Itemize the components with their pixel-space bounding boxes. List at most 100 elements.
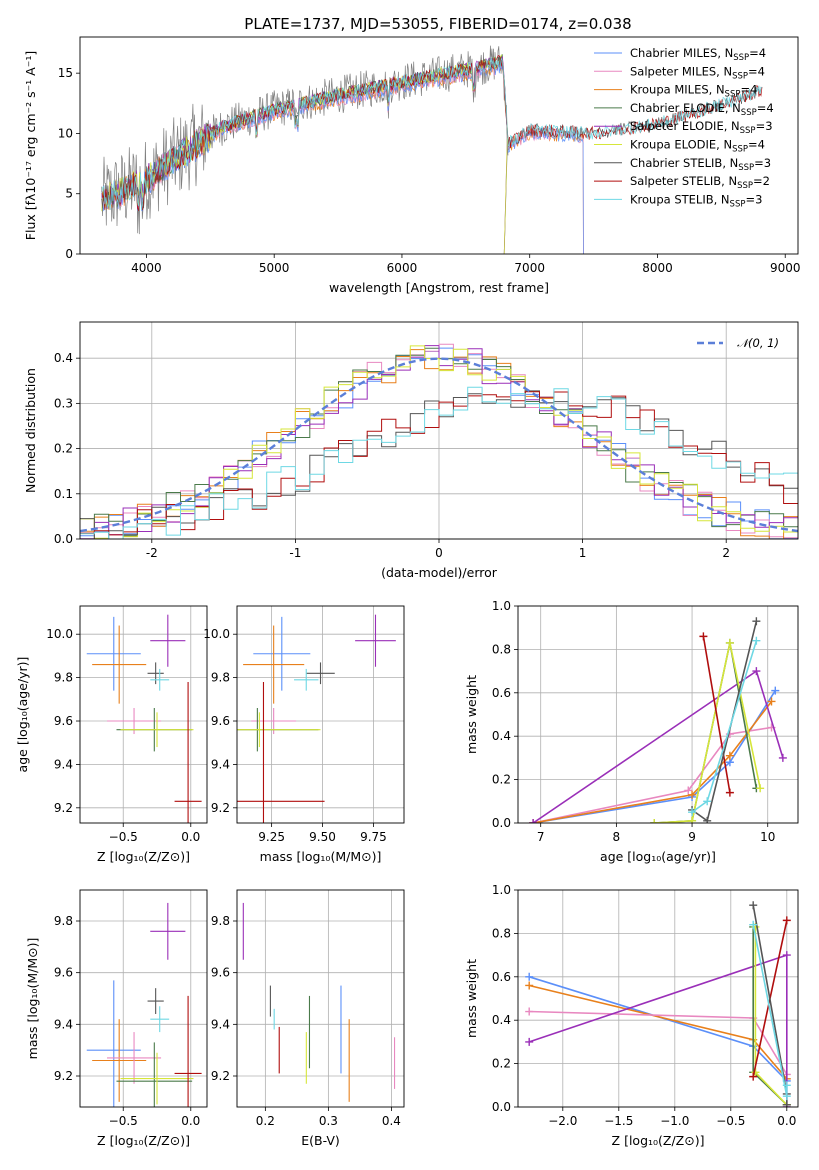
legend-entry: Chabrier STELIB, NSSP=3: [630, 156, 771, 173]
weight-marker: [752, 667, 761, 676]
legend-entry: Kroupa ELODIE, NSSP=4: [630, 138, 765, 155]
y-tick-label: 0.4: [492, 1013, 511, 1027]
y-tick-label: 9.8: [211, 671, 230, 685]
y-axis-label: Flux [fλ10⁻¹⁷ erg cm⁻² s⁻¹ A⁻¹]: [23, 51, 38, 240]
weight-line-group: [525, 901, 791, 1107]
x-tick-label: 6000: [387, 261, 418, 275]
y-tick-label: 0.6: [492, 686, 511, 700]
weight-marker: [725, 788, 734, 797]
histogram-step: [80, 345, 798, 539]
legend-entry-tail: =3: [754, 156, 771, 170]
x-tick-label: −2.0: [548, 1114, 577, 1128]
weight-marker: [749, 920, 758, 929]
weight-marker: [684, 786, 693, 795]
legend-entry: Salpeter MILES, NSSP=4: [630, 64, 765, 81]
x-tick-label: -2: [146, 546, 158, 560]
y-tick-label: 0.4: [492, 729, 511, 743]
y-tick-label: 0.4: [54, 351, 73, 365]
legend-entry-tail: =3: [745, 192, 762, 206]
figure-title: PLATE=1737, MJD=53055, FIBERID=0174, z=0…: [244, 15, 631, 33]
weight-marker: [699, 632, 708, 641]
weight-line: [702, 636, 731, 793]
y-tick-label: 1.0: [492, 599, 511, 613]
legend-entry-label: Chabrier STELIB, N: [630, 156, 738, 170]
errorbar-group: [86, 902, 202, 1107]
axes-frame: [236, 889, 405, 1108]
y-tick-label: 0.0: [54, 532, 73, 546]
x-axis-label: (data-model)/error: [381, 565, 498, 580]
histogram-step: [80, 386, 798, 539]
x-tick-label: -1: [289, 546, 301, 560]
legend-entry-label: Kroupa ELODIE, N: [630, 138, 732, 152]
x-tick-label: −0.5: [109, 1114, 138, 1128]
weight-line: [654, 642, 761, 823]
model-spectrum-line: [101, 57, 763, 211]
weight-line: [752, 924, 788, 1097]
weight-marker: [725, 751, 734, 760]
weight-line: [532, 690, 776, 823]
y-tick-label: 9.2: [211, 801, 230, 815]
weight-marker: [725, 638, 734, 647]
x-tick-label: 9.25: [258, 830, 285, 844]
legend-entry-tail: =3: [756, 119, 773, 133]
y-tick-label: 9.4: [54, 1017, 73, 1031]
x-axis-label: mass [log₁₀(M/M⊙)]: [260, 849, 382, 864]
weight-vs-age-panel: 7 8 9 10 0.0 0.2 0.4 0.6 0.8 1.0 age [log₁₀(age/yr…: [464, 599, 799, 864]
weight-marker: [771, 686, 780, 695]
weight-marker: [529, 819, 538, 823]
x-tick-label: 7: [537, 830, 545, 844]
x-tick-label: 9.50: [309, 830, 336, 844]
axes-frame: [79, 36, 799, 255]
y-tick-label: 0.8: [492, 926, 511, 940]
weight-marker: [703, 797, 712, 806]
axes-frame: [236, 605, 405, 824]
x-tick-label: 5000: [259, 261, 290, 275]
x-axis-label: Z [log₁₀(Z/Z⊙)]: [612, 1133, 705, 1148]
legend-entry-label: Chabrier ELODIE, N: [630, 101, 741, 115]
x-tick-label: −0.5: [109, 830, 138, 844]
y-tick-label: 0.6: [492, 970, 511, 984]
legend-entry-label: Salpeter STELIB, N: [630, 174, 737, 188]
y-tick-label: 0.2: [492, 773, 511, 787]
weight-line: [529, 1010, 788, 1075]
x-tick-label: 9: [688, 830, 696, 844]
x-tick-label: −1.5: [604, 1114, 633, 1128]
y-axis-label: age [log₁₀(age/yr)]: [15, 657, 30, 773]
x-tick-label: −0.5: [716, 1114, 745, 1128]
weight-marker: [525, 972, 534, 981]
y-tick-label: 9.8: [54, 671, 73, 685]
weight-marker: [525, 1007, 534, 1016]
legend-entry: Kroupa STELIB, NSSP=3: [630, 192, 762, 209]
x-tick-label: 0.0: [777, 1114, 796, 1128]
legend-entry-sub: SSP: [740, 126, 756, 136]
weight-marker: [749, 901, 758, 910]
weight-marker: [782, 1100, 791, 1107]
x-tick-label: 0.0: [181, 1114, 200, 1128]
legend-entry-sub: SSP: [741, 108, 757, 118]
legend-entry-label: Salpeter ELODIE, N: [630, 119, 740, 133]
weight-marker: [756, 784, 765, 793]
x-tick-label: 0.4: [382, 1114, 401, 1128]
y-tick-label: 10: [58, 126, 73, 140]
y-tick-label: 0.0: [492, 816, 511, 830]
axes-frame: [79, 605, 208, 824]
spectrum-panel: 4000 5000 6000 7000 8000 9000 0 5 10 15 wavelength…: [23, 36, 800, 295]
x-tick-label: 0.2: [256, 1114, 275, 1128]
x-tick-label: 4000: [131, 261, 162, 275]
y-tick-label: 9.2: [54, 801, 73, 815]
weight-line: [532, 701, 773, 823]
y-axis-label: mass weight: [464, 675, 479, 754]
axes-frame: [79, 889, 208, 1108]
y-tick-label: 0: [65, 247, 73, 261]
x-axis-label: Z [log₁₀(Z/Z⊙)]: [97, 849, 190, 864]
legend-entry-sub: SSP: [732, 71, 748, 81]
x-tick-label: 0.3: [319, 1114, 338, 1128]
y-tick-label: 9.6: [54, 966, 73, 980]
weight-marker: [752, 617, 761, 626]
weight-vs-metallicity-panel: −2.0 −1.5 −1.0 −0.5 0.0 0.0 0.2 0.4 0.6 0.8 1.0 Z […: [464, 883, 799, 1148]
legend-entry-tail: =4: [749, 46, 766, 60]
y-tick-label: 9.4: [54, 757, 73, 771]
weight-line: [532, 726, 772, 823]
legend-entry-sub: SSP: [732, 145, 748, 155]
weight-marker: [703, 816, 712, 823]
